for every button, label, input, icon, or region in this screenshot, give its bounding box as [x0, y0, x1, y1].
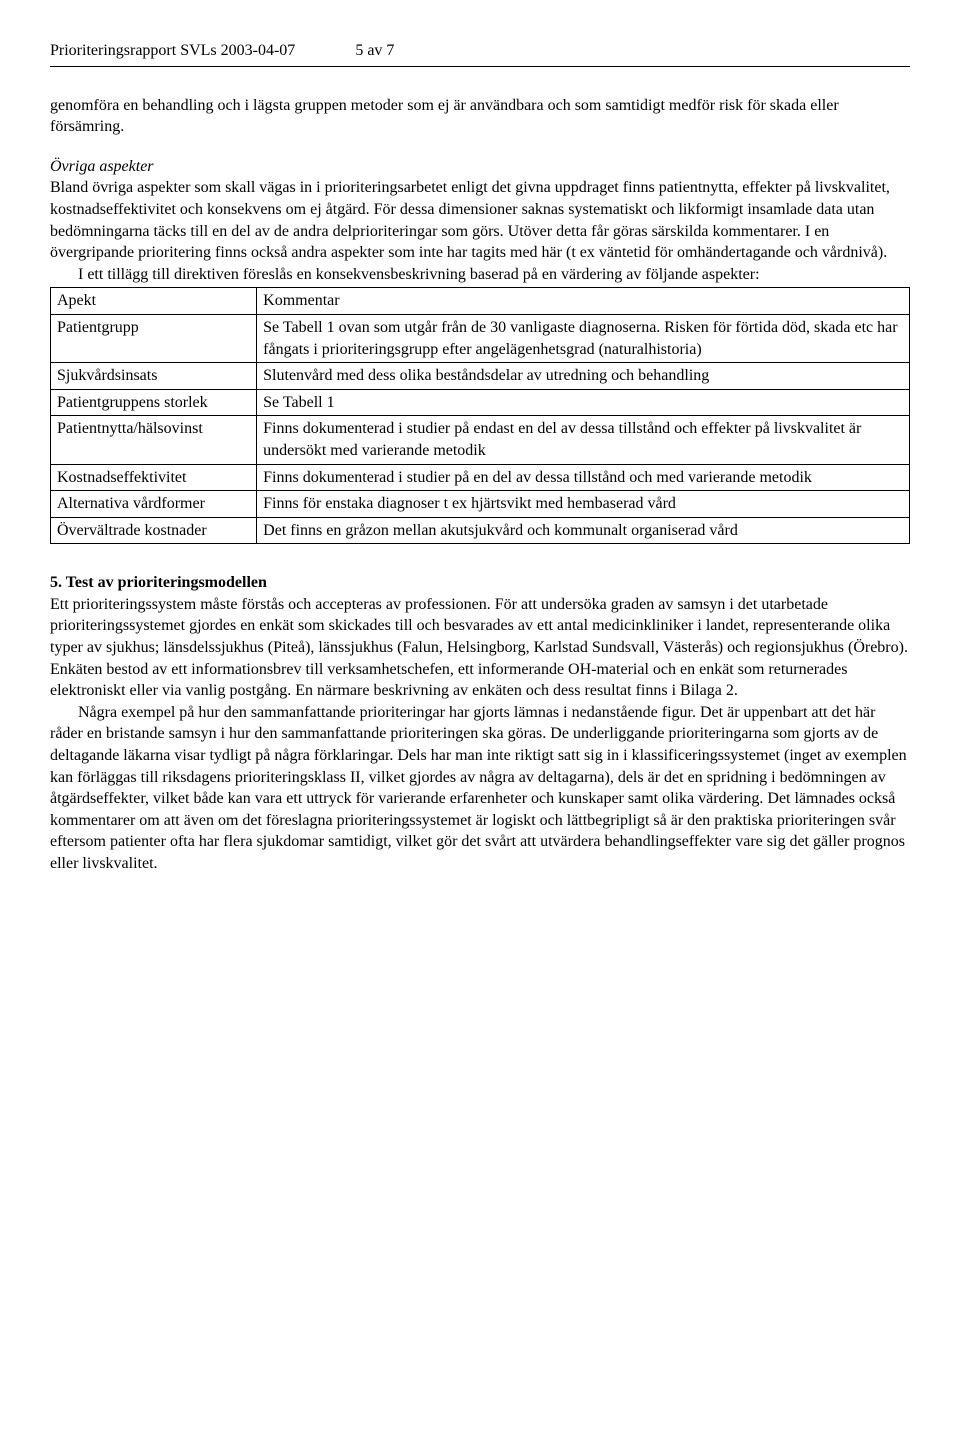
table-cell: Slutenvård med dess olika beståndsdelar …: [257, 363, 910, 390]
intro-paragraph: genomföra en behandling och i lägsta gru…: [50, 95, 910, 138]
table-cell: Patientnytta/hälsovinst: [51, 416, 257, 464]
table-row: PatientgruppSe Tabell 1 ovan som utgår f…: [51, 314, 910, 362]
table-cell: Finns dokumenterad i studier på endast e…: [257, 416, 910, 464]
aspects-table-body: ApektKommentar PatientgruppSe Tabell 1 o…: [51, 288, 910, 544]
table-cell: Alternativa vårdformer: [51, 491, 257, 518]
table-row: Patientgruppens storlekSe Tabell 1: [51, 389, 910, 416]
table-row: Övervältrade kostnaderDet finns en gråzo…: [51, 517, 910, 544]
table-cell: Kostnadseffektivitet: [51, 464, 257, 491]
section-5-heading: 5. Test av prioriteringsmodellen: [50, 572, 910, 594]
table-cell: Patientgruppens storlek: [51, 389, 257, 416]
table-cell: Finns dokumenterad i studier på en del a…: [257, 464, 910, 491]
table-cell: Kommentar: [257, 288, 910, 315]
section-5-paragraph-1: Ett prioriteringssystem måste förstås oc…: [50, 594, 910, 702]
header-title: Prioriteringsrapport SVLs 2003-04-07: [50, 40, 295, 62]
table-cell: Se Tabell 1: [257, 389, 910, 416]
section-5-paragraph-2: Några exempel på hur den sammanfattande …: [50, 702, 910, 875]
table-cell: Sjukvårdsinsats: [51, 363, 257, 390]
table-row: ApektKommentar: [51, 288, 910, 315]
table-cell: Apekt: [51, 288, 257, 315]
table-row: SjukvårdsinsatsSlutenvård med dess olika…: [51, 363, 910, 390]
ovriga-paragraph-1: Bland övriga aspekter som skall vägas in…: [50, 177, 910, 263]
ovriga-paragraph-2: I ett tillägg till direktiven föreslås e…: [50, 264, 910, 286]
ovriga-heading: Övriga aspekter: [50, 156, 910, 178]
table-cell: Övervältrade kostnader: [51, 517, 257, 544]
table-row: KostnadseffektivitetFinns dokumenterad i…: [51, 464, 910, 491]
table-cell: Det finns en gråzon mellan akutsjukvård …: [257, 517, 910, 544]
header-page-number: 5 av 7: [355, 40, 394, 62]
table-cell: Finns för enstaka diagnoser t ex hjärtsv…: [257, 491, 910, 518]
aspects-table: ApektKommentar PatientgruppSe Tabell 1 o…: [50, 287, 910, 544]
table-cell: Patientgrupp: [51, 314, 257, 362]
table-cell: Se Tabell 1 ovan som utgår från de 30 va…: [257, 314, 910, 362]
table-row: Alternativa vårdformerFinns för enstaka …: [51, 491, 910, 518]
page-header: Prioriteringsrapport SVLs 2003-04-07 5 a…: [50, 40, 910, 67]
table-row: Patientnytta/hälsovinstFinns dokumentera…: [51, 416, 910, 464]
